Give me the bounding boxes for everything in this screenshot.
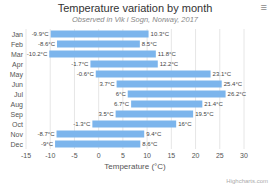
x-tick-label: -5 — [71, 152, 77, 159]
data-label: -0.6°C — [77, 71, 95, 77]
data-label: -9°C — [41, 141, 54, 147]
watermark: Highcharts.com — [226, 178, 268, 184]
range-bar — [55, 141, 140, 148]
data-label: 10.3°C — [151, 31, 170, 37]
data-label: -8.6°C — [38, 41, 56, 47]
y-tick-label: Aug — [11, 101, 24, 109]
subtitle: Observed in Vik i Sogn, Norway, 2017 — [72, 15, 199, 24]
x-tick-label: 25 — [216, 152, 224, 159]
range-bar — [116, 111, 194, 118]
data-label: -1.7°C — [71, 61, 89, 67]
x-tick-label: 0 — [97, 152, 101, 159]
x-tick-label: 5 — [121, 152, 125, 159]
range-bar — [51, 31, 149, 38]
background — [0, 0, 271, 186]
grid-line — [171, 29, 172, 149]
x-tick-label: -10 — [45, 152, 55, 159]
x-axis-label: Temperature (°C) — [104, 162, 166, 171]
data-label: 26.2°C — [228, 91, 247, 97]
range-bar — [57, 131, 145, 138]
range-bar — [90, 61, 157, 68]
y-tick-label: Nov — [11, 131, 24, 138]
y-tick-label: Oct — [12, 121, 23, 128]
data-label: 21.4°C — [204, 101, 223, 107]
x-tick-label: 15 — [167, 152, 175, 159]
y-tick-label: Apr — [12, 61, 24, 69]
data-label: -1.3°C — [73, 121, 91, 127]
x-tick-label: 20 — [192, 152, 200, 159]
range-bar — [57, 41, 140, 48]
grid-line — [244, 29, 245, 149]
data-label: 6.7°C — [114, 101, 130, 107]
data-label: 6°C — [116, 91, 127, 97]
data-label: 3.7°C — [100, 81, 116, 87]
grid-line — [26, 29, 27, 149]
data-label: -8.7°C — [37, 131, 55, 137]
data-label: 8.5°C — [142, 41, 158, 47]
x-tick-label: 30 — [240, 152, 248, 159]
data-label: 16°C — [178, 121, 192, 127]
chart: Temperature variation by monthObserved i… — [0, 0, 271, 186]
grid-line — [195, 29, 196, 149]
range-bar — [96, 71, 211, 78]
range-bar — [49, 51, 156, 58]
data-label: 3.5°C — [99, 111, 115, 117]
data-label: 12.2°C — [160, 61, 179, 67]
y-tick-label: Feb — [11, 41, 23, 48]
y-tick-label: Jan — [12, 31, 23, 38]
data-label: 9.4°C — [146, 131, 162, 137]
data-label: 19.5°C — [195, 111, 214, 117]
grid-line — [219, 29, 220, 149]
data-label: 23.1°C — [213, 71, 232, 77]
y-tick-label: Jul — [14, 91, 23, 98]
bars — [49, 31, 225, 148]
y-tick-label: May — [10, 71, 24, 79]
range-bar — [92, 121, 176, 128]
data-label: 25.4°C — [224, 81, 243, 87]
menu-icon: ≡ — [261, 1, 267, 13]
range-bar — [117, 81, 222, 88]
data-label: -9.9°C — [32, 31, 50, 37]
y-tick-label: Mar — [11, 51, 24, 58]
range-bar — [128, 91, 226, 98]
y-tick-label: Jun — [12, 81, 23, 88]
y-tick-label: Dec — [11, 141, 24, 148]
y-tick-label: Sep — [11, 111, 24, 119]
range-bar — [131, 101, 202, 108]
x-tick-label: 10 — [143, 152, 151, 159]
data-label: 11.8°C — [158, 51, 177, 57]
data-label: 8.6°C — [142, 141, 158, 147]
x-tick-label: -15 — [21, 152, 31, 159]
title: Temperature variation by month — [58, 2, 213, 14]
data-label: -10.2°C — [27, 51, 48, 57]
